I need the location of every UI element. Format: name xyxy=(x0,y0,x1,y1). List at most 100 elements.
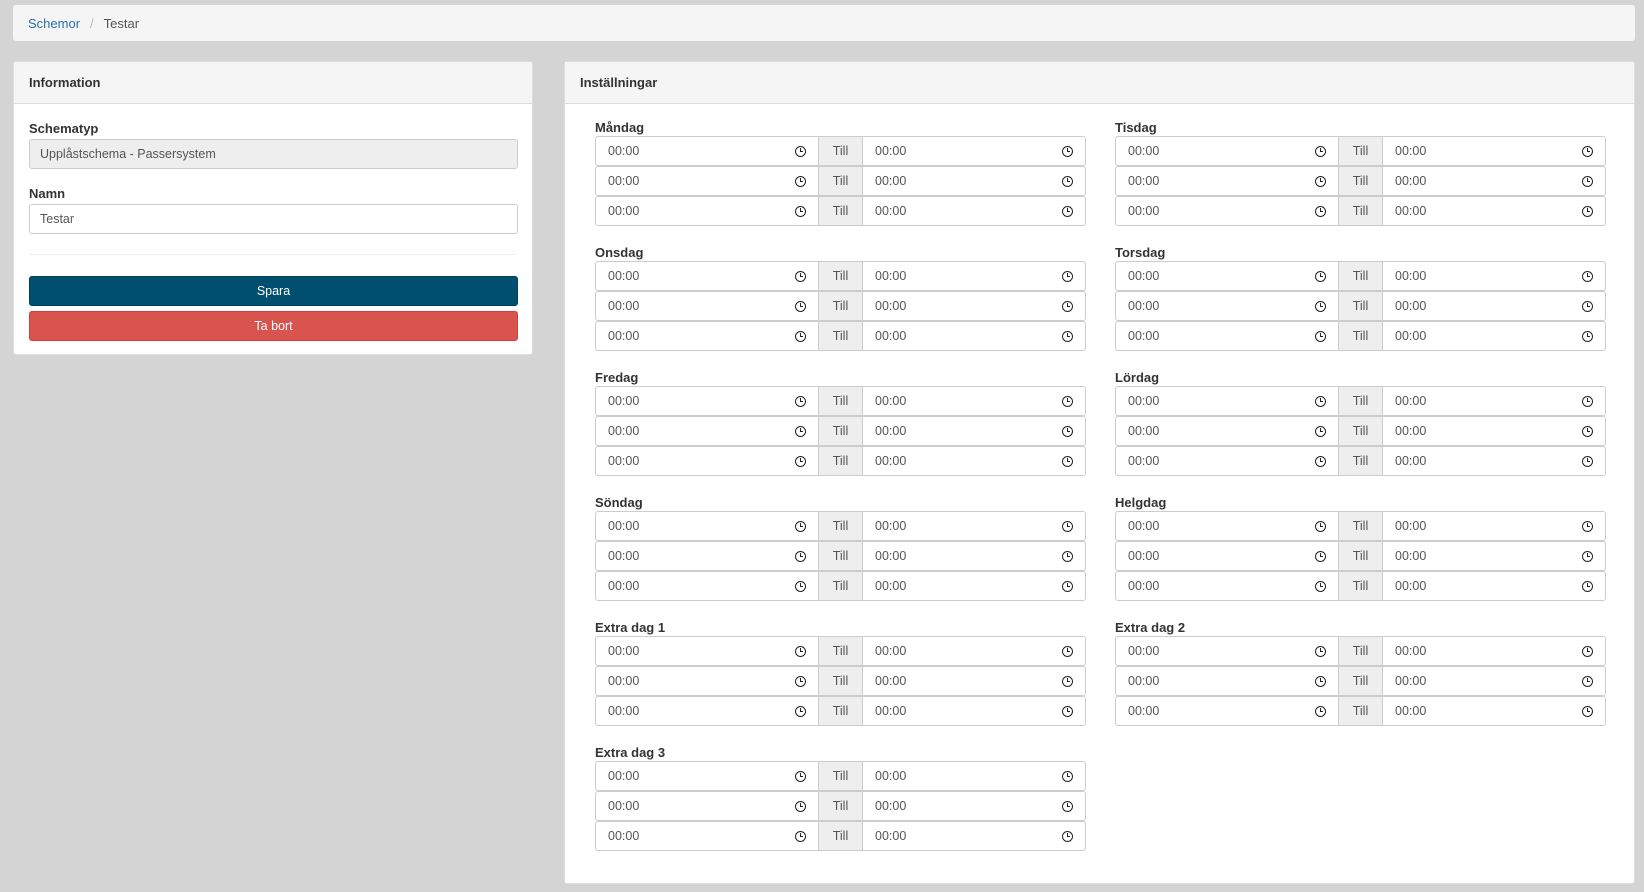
clock-icon[interactable] xyxy=(1062,520,1073,532)
to-time-input[interactable]: 00:00 xyxy=(862,416,1086,446)
clock-icon[interactable] xyxy=(1582,205,1593,217)
to-time-input[interactable]: 00:00 xyxy=(862,511,1086,541)
clock-icon[interactable] xyxy=(1315,580,1326,592)
from-time-input[interactable]: 00:00 xyxy=(595,196,819,226)
from-time-input[interactable]: 00:00 xyxy=(1115,511,1339,541)
clock-icon[interactable] xyxy=(1062,645,1073,657)
clock-icon[interactable] xyxy=(795,330,806,342)
clock-icon[interactable] xyxy=(1315,205,1326,217)
clock-icon[interactable] xyxy=(1582,395,1593,407)
clock-icon[interactable] xyxy=(1315,175,1326,187)
clock-icon[interactable] xyxy=(1315,455,1326,467)
clock-icon[interactable] xyxy=(1315,550,1326,562)
from-time-input[interactable]: 00:00 xyxy=(595,166,819,196)
clock-icon[interactable] xyxy=(1582,580,1593,592)
clock-icon[interactable] xyxy=(1582,145,1593,157)
to-time-input[interactable]: 00:00 xyxy=(1382,666,1606,696)
clock-icon[interactable] xyxy=(1582,175,1593,187)
to-time-input[interactable]: 00:00 xyxy=(1382,446,1606,476)
clock-icon[interactable] xyxy=(1582,270,1593,282)
to-time-input[interactable]: 00:00 xyxy=(1382,166,1606,196)
clock-icon[interactable] xyxy=(1315,270,1326,282)
from-time-input[interactable]: 00:00 xyxy=(595,261,819,291)
clock-icon[interactable] xyxy=(1315,330,1326,342)
from-time-input[interactable]: 00:00 xyxy=(1115,666,1339,696)
from-time-input[interactable]: 00:00 xyxy=(1115,416,1339,446)
clock-icon[interactable] xyxy=(795,175,806,187)
clock-icon[interactable] xyxy=(795,675,806,687)
clock-icon[interactable] xyxy=(1062,425,1073,437)
to-time-input[interactable]: 00:00 xyxy=(862,446,1086,476)
to-time-input[interactable]: 00:00 xyxy=(862,791,1086,821)
clock-icon[interactable] xyxy=(1315,520,1326,532)
to-time-input[interactable]: 00:00 xyxy=(1382,386,1606,416)
clock-icon[interactable] xyxy=(795,705,806,717)
from-time-input[interactable]: 00:00 xyxy=(1115,291,1339,321)
clock-icon[interactable] xyxy=(1582,455,1593,467)
clock-icon[interactable] xyxy=(795,455,806,467)
clock-icon[interactable] xyxy=(1582,330,1593,342)
to-time-input[interactable]: 00:00 xyxy=(862,696,1086,726)
from-time-input[interactable]: 00:00 xyxy=(1115,196,1339,226)
from-time-input[interactable]: 00:00 xyxy=(595,136,819,166)
clock-icon[interactable] xyxy=(795,425,806,437)
clock-icon[interactable] xyxy=(1315,645,1326,657)
from-time-input[interactable]: 00:00 xyxy=(1115,261,1339,291)
from-time-input[interactable]: 00:00 xyxy=(595,666,819,696)
from-time-input[interactable]: 00:00 xyxy=(595,636,819,666)
clock-icon[interactable] xyxy=(1315,395,1326,407)
clock-icon[interactable] xyxy=(1062,705,1073,717)
from-time-input[interactable]: 00:00 xyxy=(595,791,819,821)
clock-icon[interactable] xyxy=(795,205,806,217)
from-time-input[interactable]: 00:00 xyxy=(1115,636,1339,666)
clock-icon[interactable] xyxy=(795,580,806,592)
clock-icon[interactable] xyxy=(1062,800,1073,812)
from-time-input[interactable]: 00:00 xyxy=(1115,446,1339,476)
clock-icon[interactable] xyxy=(795,145,806,157)
clock-icon[interactable] xyxy=(1315,425,1326,437)
clock-icon[interactable] xyxy=(795,830,806,842)
from-time-input[interactable]: 00:00 xyxy=(595,821,819,851)
from-time-input[interactable]: 00:00 xyxy=(595,511,819,541)
to-time-input[interactable]: 00:00 xyxy=(1382,571,1606,601)
delete-button[interactable]: Ta bort xyxy=(29,311,518,341)
clock-icon[interactable] xyxy=(1062,205,1073,217)
clock-icon[interactable] xyxy=(1582,645,1593,657)
to-time-input[interactable]: 00:00 xyxy=(862,291,1086,321)
save-button[interactable]: Spara xyxy=(29,276,518,306)
clock-icon[interactable] xyxy=(795,800,806,812)
from-time-input[interactable]: 00:00 xyxy=(1115,136,1339,166)
clock-icon[interactable] xyxy=(795,520,806,532)
to-time-input[interactable]: 00:00 xyxy=(862,666,1086,696)
to-time-input[interactable]: 00:00 xyxy=(1382,636,1606,666)
clock-icon[interactable] xyxy=(1062,270,1073,282)
to-time-input[interactable]: 00:00 xyxy=(1382,696,1606,726)
clock-icon[interactable] xyxy=(1315,145,1326,157)
from-time-input[interactable]: 00:00 xyxy=(595,541,819,571)
clock-icon[interactable] xyxy=(1582,550,1593,562)
to-time-input[interactable]: 00:00 xyxy=(1382,541,1606,571)
from-time-input[interactable]: 00:00 xyxy=(1115,541,1339,571)
clock-icon[interactable] xyxy=(1062,830,1073,842)
to-time-input[interactable]: 00:00 xyxy=(1382,136,1606,166)
to-time-input[interactable]: 00:00 xyxy=(862,761,1086,791)
clock-icon[interactable] xyxy=(795,270,806,282)
to-time-input[interactable]: 00:00 xyxy=(1382,416,1606,446)
from-time-input[interactable]: 00:00 xyxy=(1115,386,1339,416)
to-time-input[interactable]: 00:00 xyxy=(862,821,1086,851)
to-time-input[interactable]: 00:00 xyxy=(862,386,1086,416)
clock-icon[interactable] xyxy=(1062,675,1073,687)
clock-icon[interactable] xyxy=(1315,675,1326,687)
clock-icon[interactable] xyxy=(795,300,806,312)
to-time-input[interactable]: 00:00 xyxy=(1382,511,1606,541)
from-time-input[interactable]: 00:00 xyxy=(595,446,819,476)
clock-icon[interactable] xyxy=(795,395,806,407)
clock-icon[interactable] xyxy=(795,770,806,782)
from-time-input[interactable]: 00:00 xyxy=(1115,696,1339,726)
clock-icon[interactable] xyxy=(1062,300,1073,312)
to-time-input[interactable]: 00:00 xyxy=(862,571,1086,601)
from-time-input[interactable]: 00:00 xyxy=(1115,166,1339,196)
to-time-input[interactable]: 00:00 xyxy=(862,541,1086,571)
from-time-input[interactable]: 00:00 xyxy=(595,386,819,416)
clock-icon[interactable] xyxy=(1582,705,1593,717)
